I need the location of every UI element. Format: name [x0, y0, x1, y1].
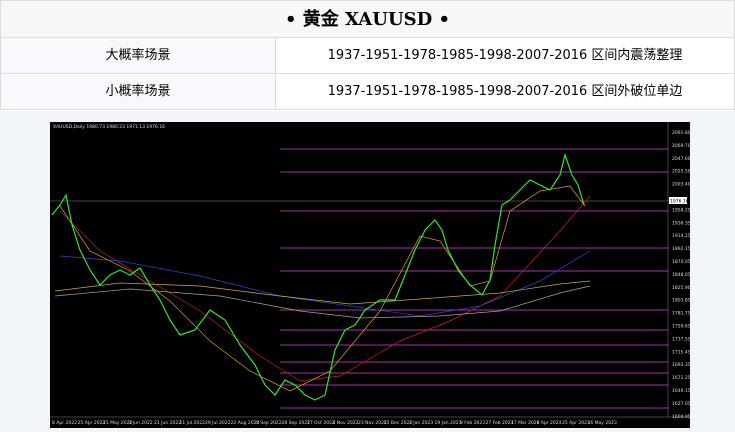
title: • 黄金 XAUUSD •: [0, 0, 735, 38]
price-box: [669, 197, 687, 204]
price-label: 1825.90: [672, 285, 691, 291]
price-label: 1870.05: [672, 259, 691, 265]
date-label: 19 Jan 2023: [435, 420, 462, 426]
chart-image: XAUUSD,Daily 1980.73 1980.23 1971.13 197…: [0, 111, 735, 432]
table-row: 小概率场景 1937-1951-1978-1985-1998-2007-2016 …: [0, 74, 735, 110]
table-row: 大概率场景 1937-1951-1978-1985-1998-2007-2016 …: [0, 38, 735, 74]
date-label: 15 May 2022: [103, 420, 132, 426]
date-label: 25 Apr 2023: [562, 420, 590, 426]
date-label: 13 Dec 2022: [384, 420, 413, 426]
price-label: 1759.65: [672, 324, 691, 330]
price-label: 1604.95: [672, 414, 691, 420]
date-label: 21 Jun 2022: [154, 420, 181, 426]
price-label: 1848.05: [672, 272, 691, 278]
cell: 大概率场景: [1, 38, 276, 73]
price-label: 2047.60: [672, 156, 691, 162]
date-label: 11 Jul 2022: [180, 420, 206, 426]
price-label: 1627.05: [672, 401, 691, 407]
date-label: 25 Apr 2022: [78, 420, 106, 426]
ma: [54, 280, 591, 305]
labels: XAUUSD,Daily 1980.73 1980.23 1971.13 197…: [52, 124, 691, 426]
price-label: 1958.25: [672, 207, 691, 213]
price-path: [51, 152, 585, 401]
date-label: 22 Aug 2022: [231, 420, 260, 426]
price-label: 1737.55: [672, 336, 691, 342]
date-label: 6 Apr 2023: [537, 420, 562, 426]
price-label: 1936.35: [672, 220, 691, 226]
date-label: 9 Sep 2022: [256, 420, 282, 426]
date-label: 17 Mar 2023: [511, 420, 540, 426]
date-label: 4 Nov 2022: [333, 420, 359, 426]
date-label: 27 Feb 2023: [486, 420, 514, 426]
ma: [59, 250, 591, 317]
current-price: 1976.16: [670, 199, 689, 205]
date-label: 3 Jun 2022: [129, 420, 153, 426]
price-label: 2025.50: [672, 169, 691, 175]
date-label: 2 Jan 2023: [409, 420, 433, 426]
chart: XAUUSD,Daily 1980.73 1980.23 1971.13 197…: [50, 122, 691, 428]
price-label: 1693.35: [672, 362, 691, 368]
date-label: 29 Jul 2022: [205, 420, 231, 426]
price-label: 1781.75: [672, 311, 691, 317]
caption: XAUUSD,Daily 1980.73 1980.23 1971.13 197…: [53, 124, 165, 130]
price-label: 2069.70: [672, 143, 691, 149]
price-label: 1892.15: [672, 246, 691, 252]
date-label: 28 Sep 2022: [282, 420, 311, 426]
price-label: 1671.25: [672, 375, 691, 381]
cell: 1937-1951-1978-1985-1998-2007-2016 区间外破位…: [327, 84, 683, 99]
price-label: 2003.40: [672, 182, 691, 188]
chart-bg: [50, 122, 690, 428]
price-label: 2091.80: [672, 130, 691, 136]
ma: [59, 185, 586, 392]
date-label: 9 Feb 2023: [460, 420, 485, 426]
cell: 小概率场景: [1, 74, 276, 109]
price-label: 1914.25: [672, 233, 691, 239]
price-label: 1649.15: [672, 388, 691, 394]
ma: [59, 195, 591, 382]
cell: 1937-1951-1978-1985-1998-2007-2016 区间内震荡…: [327, 48, 683, 63]
date-label: 23 Nov 2022: [358, 420, 387, 426]
date-label: 17 Oct 2022: [307, 420, 335, 426]
price-label: 1715.45: [672, 349, 691, 355]
price-label: 1803.85: [672, 298, 691, 304]
date-label: 8 Apr 2022: [52, 420, 77, 426]
date-label: 16 May 2023: [588, 420, 617, 426]
